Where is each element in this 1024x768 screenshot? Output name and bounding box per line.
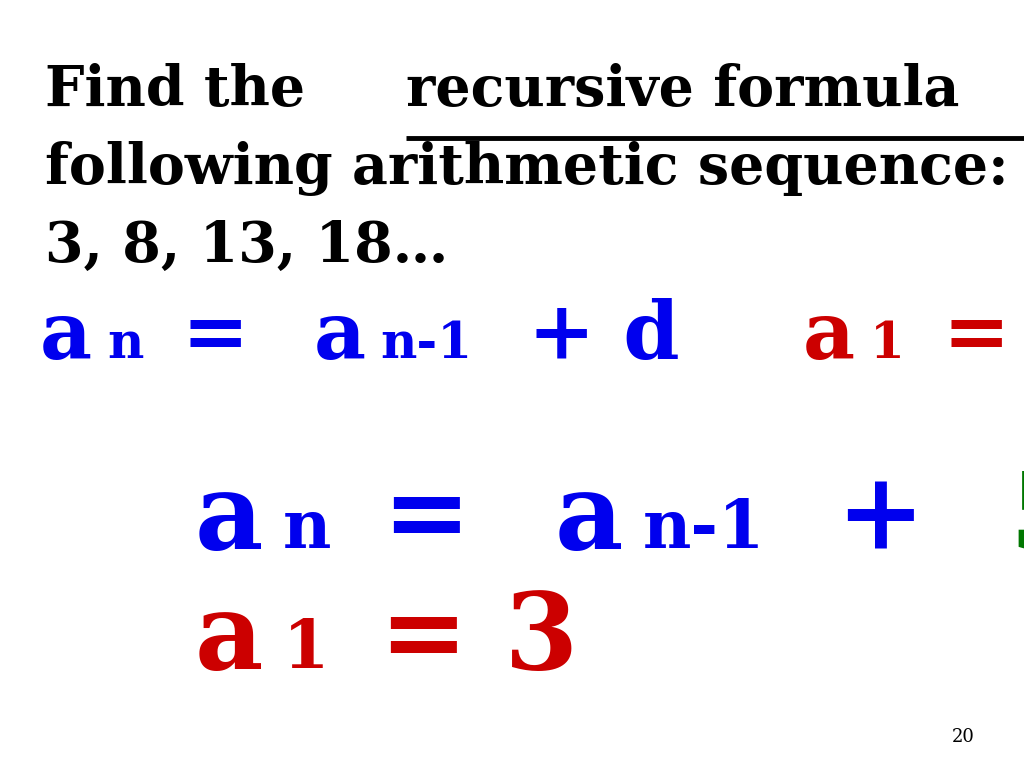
Text: a: a <box>195 468 263 571</box>
Text: +: + <box>801 468 963 571</box>
Text: n: n <box>284 497 332 562</box>
Text: following arithmetic sequence:: following arithmetic sequence: <box>45 141 1009 196</box>
Text: a: a <box>40 298 92 376</box>
Text: recursive formula: recursive formula <box>406 63 959 118</box>
Text: n-1: n-1 <box>381 320 473 369</box>
Text: 1: 1 <box>284 617 330 682</box>
Text: =: = <box>155 298 278 376</box>
Text: 5: 5 <box>1010 468 1024 571</box>
Text: =: = <box>346 468 508 571</box>
Text: 1: 1 <box>869 320 904 369</box>
Text: 20: 20 <box>952 728 975 746</box>
Text: a: a <box>195 588 263 691</box>
Text: + d: + d <box>500 298 679 376</box>
Text: 3, 8, 13, 18…: 3, 8, 13, 18… <box>45 219 449 274</box>
Text: Find the: Find the <box>45 63 325 118</box>
Text: n-1: n-1 <box>643 497 765 562</box>
Text: = 3: = 3 <box>914 298 1024 376</box>
Text: a: a <box>313 298 366 376</box>
Text: n: n <box>108 320 143 369</box>
Text: a: a <box>802 298 854 376</box>
Text: a: a <box>554 468 623 571</box>
Text: = 3: = 3 <box>343 588 579 691</box>
